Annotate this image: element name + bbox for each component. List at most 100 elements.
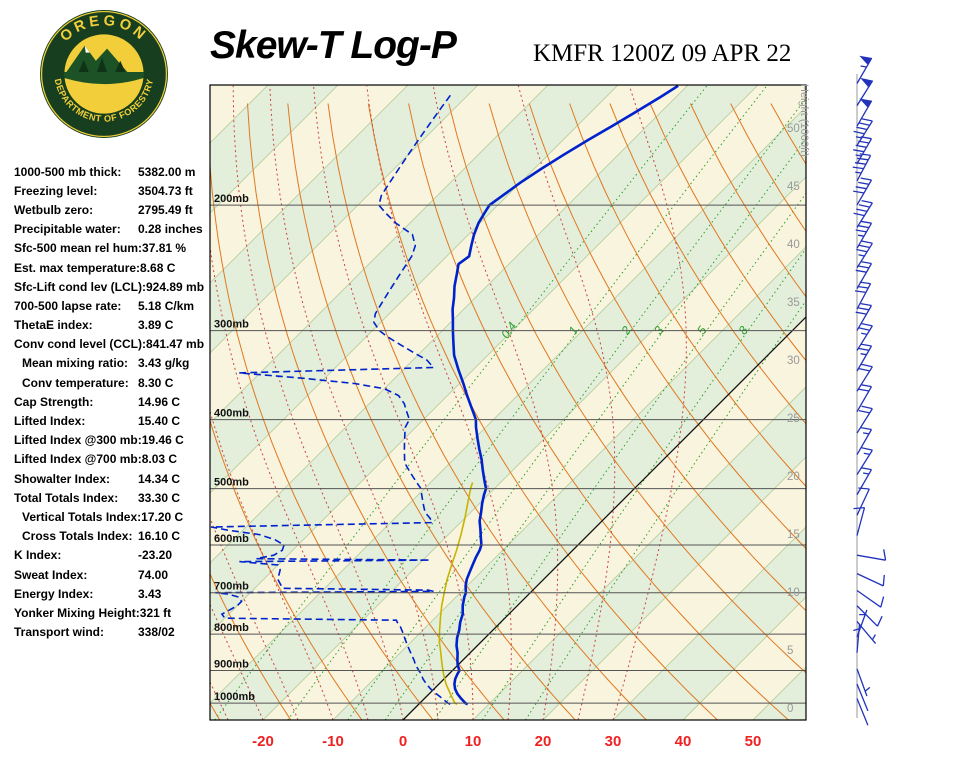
wind-barb (856, 426, 873, 455)
odf-logo: OREGON DEPARTMENT OF FORESTRY (40, 10, 168, 138)
stat-value: 17.20 C (141, 509, 184, 524)
height-tick-label: 20 (787, 471, 800, 483)
stat-label: Showalter Index: (14, 471, 111, 486)
dewpoint-trace (210, 94, 452, 706)
temp-axis-label: -20 (252, 733, 274, 750)
wind-barb (853, 623, 861, 653)
stat-row: Est. max temperature: 8.68 C (14, 258, 219, 277)
stat-row: Precipitable water: 0.28 inches (14, 220, 219, 239)
pressure-label: 900mb (214, 659, 249, 671)
stat-value: 8.68 C (140, 260, 176, 275)
stat-label: Lifted Index @300 mb: (14, 433, 142, 448)
temp-axis-label: 50 (745, 733, 762, 750)
stat-row: Transport wind: 338/02 (14, 623, 219, 642)
indices-panel: 1000-500 mb thick: 5382.00 m Freezing leve… (14, 162, 219, 642)
wind-barb (853, 199, 873, 228)
stat-row: Freezing level: 3504.73 ft (14, 181, 219, 200)
stat-row: Lifted Index @300 mb: 19.46 C (14, 431, 219, 450)
stat-value: 8.30 C (138, 375, 174, 390)
wind-barb (856, 322, 873, 351)
temp-axis-label: 0 (399, 733, 407, 750)
stat-row: Lifted Index: 15.40 C (14, 411, 219, 430)
stat-label: Vertical Totals Index: (22, 509, 142, 524)
wind-barb (856, 573, 885, 587)
pressure-label: 800mb (214, 622, 249, 634)
wind-barb (854, 281, 872, 310)
plot-area: 0.4 1 2 3 5 8 (210, 85, 806, 720)
height-tick-label: 15 (787, 529, 800, 541)
stat-row: Sfc-500 mean rel hum: 37.81 % (14, 239, 219, 258)
temperature-trace (451, 85, 679, 706)
stat-row: K Index: -23.20 (14, 546, 219, 565)
logo-trees-icon (78, 57, 126, 72)
stat-value: 33.30 C (138, 490, 181, 505)
stat-row: Cross Totals Index: 16.10 C (14, 527, 219, 546)
wind-barb (856, 698, 869, 726)
stat-value: 3.43 g/kg (138, 356, 190, 371)
stat-label: Wetbulb zero: (14, 202, 94, 217)
wind-barb (856, 589, 885, 608)
wind-barb (856, 363, 873, 392)
temp-axis-label: 40 (675, 733, 692, 750)
station-id: KMFR 1200Z 09 APR 22 (533, 40, 792, 67)
wind-barb (856, 447, 873, 476)
height-tick-label: 30 (787, 355, 800, 367)
wind-barb (855, 220, 873, 249)
stat-value: 321 ft (139, 605, 172, 620)
page-title: Skew-T Log-P (210, 24, 457, 67)
stat-label: Cap Strength: (14, 394, 94, 409)
stat-row: 1000-500 mb thick: 5382.00 m (14, 162, 219, 181)
wind-barb (853, 136, 873, 165)
wind-barb (856, 100, 873, 127)
stat-label: ThetaE index: (14, 318, 93, 333)
stat-label: Transport wind: (14, 625, 104, 640)
stat-row: ThetaE index: 3.89 C (14, 316, 219, 335)
wind-barb (853, 118, 873, 146)
stat-label: Sfc-Lift cond lev (LCL): (14, 279, 146, 294)
pressure-label: 200mb (214, 193, 249, 205)
stat-value: -23.20 (138, 548, 173, 563)
stat-row: Lifted Index @700 mb: 8.03 C (14, 450, 219, 469)
stat-label: Conv temperature: (22, 375, 129, 390)
zero-isotherm-line (402, 316, 806, 720)
height-tick-label: 25 (787, 413, 800, 425)
stat-value: 3504.73 ft (138, 183, 193, 198)
wind-barb (855, 260, 873, 289)
stat-value: 15.40 C (138, 414, 181, 429)
wind-barb (856, 343, 873, 372)
wind-barb (856, 549, 887, 561)
temp-axis-label: -10 (322, 733, 344, 750)
wind-barb (856, 487, 870, 516)
stat-label: Yonker Mixing Height: (14, 605, 140, 620)
stat-value: 37.81 % (142, 241, 187, 256)
stat-label: Freezing level: (14, 183, 98, 198)
wind-barb (852, 153, 872, 182)
stat-row: Conv temperature: 8.30 C (14, 373, 219, 392)
wind-barb (856, 405, 873, 434)
stat-value: 0.28 inches (138, 222, 203, 237)
stat-label: Sweat Index: (14, 567, 88, 582)
stat-value: 3.43 (138, 586, 162, 601)
wind-barb (853, 506, 866, 536)
height-tick-label: 45 (787, 181, 800, 193)
plot-border (209, 84, 807, 721)
stat-value: 74.00 (138, 567, 169, 582)
wetbulb-trace (438, 482, 474, 706)
temp-axis-label: 10 (465, 733, 482, 750)
stat-value: 5.18 C/km (138, 298, 195, 313)
wind-barb (856, 467, 873, 496)
stat-value: 5382.00 m (138, 164, 196, 179)
stat-row: Showalter Index: 14.34 C (14, 469, 219, 488)
stat-label: Cross Totals Index: (22, 529, 133, 544)
wind-barb (856, 668, 871, 697)
height-tick-label: 5 (787, 645, 793, 657)
stat-label: Sfc-500 mean rel hum: (14, 241, 143, 256)
stat-label: K Index: (14, 548, 62, 563)
stat-row: Sfc-Lift cond lev (LCL): 924.89 mb (14, 277, 219, 296)
pressure-label: 500mb (214, 477, 249, 489)
height-tick-label: 0 (787, 703, 793, 715)
wind-barb (855, 302, 873, 331)
pressure-label: 600mb (214, 533, 249, 545)
height-axis-title: Height (1000ft) (798, 84, 810, 157)
